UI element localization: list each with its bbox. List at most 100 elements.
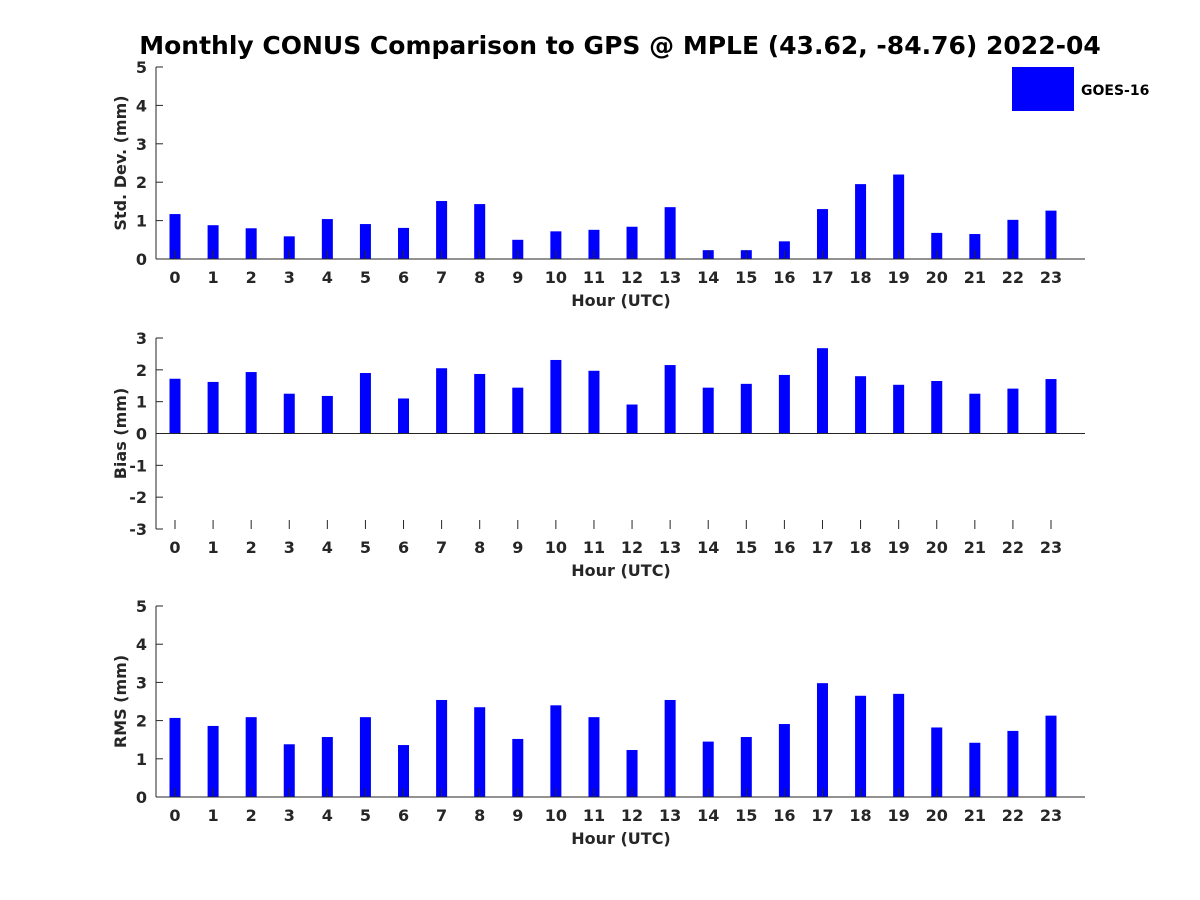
x-tick-label: 12 — [621, 806, 643, 825]
bar-stddev-hour-6 — [398, 227, 410, 259]
bar-bias-hour-6 — [398, 398, 410, 434]
x-tick-label: 12 — [621, 538, 643, 557]
x-tick-label: 23 — [1040, 806, 1062, 825]
bar-stddev-hour-9 — [512, 239, 524, 259]
bar-bias-hour-18 — [855, 376, 867, 434]
x-tick-label: 11 — [583, 538, 605, 557]
x-tick-label: 23 — [1040, 268, 1062, 287]
bar-stddev-hour-3 — [283, 236, 295, 259]
x-tick-label: 18 — [849, 806, 871, 825]
y-tick-label: 1 — [136, 393, 147, 412]
x-tick-label: 3 — [284, 268, 295, 287]
bar-rms-hour-21 — [969, 742, 981, 797]
legend: GOES-16 — [1012, 67, 1149, 111]
x-tick-label: 2 — [246, 268, 257, 287]
y-tick-label: 5 — [136, 58, 147, 77]
x-tick-label: 13 — [659, 268, 681, 287]
x-tick-label: 4 — [322, 538, 333, 557]
bar-rms-hour-17 — [816, 683, 828, 797]
x-tick-label: 20 — [926, 538, 948, 557]
bar-bias-hour-13 — [664, 365, 676, 434]
bar-bias-hour-10 — [550, 359, 562, 434]
x-tick-label: 9 — [512, 268, 523, 287]
bar-rms-hour-19 — [893, 693, 905, 797]
x-tick-label: 15 — [735, 538, 757, 557]
x-tick-label: 16 — [773, 538, 795, 557]
bar-stddev-hour-18 — [855, 184, 867, 259]
y-tick-label: 4 — [136, 635, 147, 654]
y-tick-label: 4 — [136, 96, 147, 115]
bar-rms-hour-7 — [436, 699, 448, 797]
bar-bias-hour-14 — [702, 387, 714, 434]
bar-bias-hour-17 — [816, 348, 828, 434]
y-tick-label: 0 — [136, 250, 147, 269]
x-tick-label: 7 — [436, 268, 447, 287]
chart-title: Monthly CONUS Comparison to GPS @ MPLE (… — [139, 31, 1101, 60]
x-tick-label: 1 — [208, 806, 219, 825]
x-tick-label: 3 — [284, 538, 295, 557]
x-tick-label: 15 — [735, 268, 757, 287]
x-tick-label: 17 — [811, 268, 833, 287]
x-tick-label: 16 — [773, 806, 795, 825]
x-tick-label: 8 — [474, 806, 485, 825]
bar-rms-hour-5 — [359, 717, 371, 797]
x-tick-label: 12 — [621, 268, 643, 287]
bar-bias-hour-5 — [359, 373, 371, 434]
x-axis-label-stddev: Hour (UTC) — [571, 291, 671, 310]
bar-stddev-hour-23 — [1045, 210, 1057, 259]
bar-bias-hour-19 — [893, 384, 905, 434]
bar-stddev-hour-20 — [931, 232, 943, 259]
y-tick-label: 1 — [136, 212, 147, 231]
x-tick-label: 19 — [888, 806, 910, 825]
x-tick-label: 4 — [322, 268, 333, 287]
bar-rms-hour-16 — [778, 724, 790, 797]
bar-rms-hour-2 — [245, 717, 257, 797]
x-tick-label: 17 — [811, 806, 833, 825]
x-tick-label: 14 — [697, 268, 719, 287]
x-tick-label: 19 — [888, 538, 910, 557]
y-axis-label-bias: Bias (mm) — [111, 388, 130, 480]
bar-stddev-hour-1 — [207, 225, 219, 259]
bar-rms-hour-3 — [283, 744, 295, 797]
bar-bias-hour-23 — [1045, 379, 1057, 434]
y-tick-label: -2 — [129, 488, 147, 507]
x-tick-label: 23 — [1040, 538, 1062, 557]
bar-bias-hour-4 — [321, 395, 333, 434]
bar-stddev-hour-7 — [436, 201, 448, 259]
bar-rms-hour-0 — [169, 717, 181, 797]
x-tick-label: 9 — [512, 806, 523, 825]
bar-bias-hour-11 — [588, 370, 600, 434]
bar-stddev-hour-19 — [893, 174, 905, 259]
x-tick-label: 10 — [545, 538, 567, 557]
bar-stddev-hour-8 — [474, 204, 486, 259]
y-tick-label: 3 — [136, 329, 147, 348]
y-tick-label: 0 — [136, 425, 147, 444]
y-tick-label: 2 — [136, 173, 147, 192]
x-tick-label: 5 — [360, 268, 371, 287]
y-tick-label: 5 — [136, 597, 147, 616]
bar-bias-hour-20 — [931, 380, 943, 434]
bar-rms-hour-12 — [626, 750, 638, 797]
bar-rms-hour-6 — [398, 745, 410, 797]
bar-bias-hour-0 — [169, 378, 181, 434]
bar-bias-hour-12 — [626, 404, 638, 434]
bar-stddev-hour-2 — [245, 228, 257, 259]
bar-stddev-hour-12 — [626, 226, 638, 259]
x-tick-label: 22 — [1002, 806, 1024, 825]
x-tick-label: 21 — [964, 538, 986, 557]
y-tick-label: 3 — [136, 673, 147, 692]
x-tick-label: 18 — [849, 538, 871, 557]
bar-stddev-hour-17 — [816, 209, 828, 259]
x-tick-label: 22 — [1002, 268, 1024, 287]
bar-bias-hour-7 — [436, 368, 448, 434]
bar-rms-hour-11 — [588, 717, 600, 797]
bar-rms-hour-9 — [512, 738, 524, 797]
x-tick-label: 6 — [398, 538, 409, 557]
bar-stddev-hour-13 — [664, 207, 676, 259]
x-tick-label: 13 — [659, 538, 681, 557]
x-tick-label: 10 — [545, 806, 567, 825]
bar-stddev-hour-21 — [969, 234, 981, 259]
bar-bias-hour-9 — [512, 387, 524, 434]
